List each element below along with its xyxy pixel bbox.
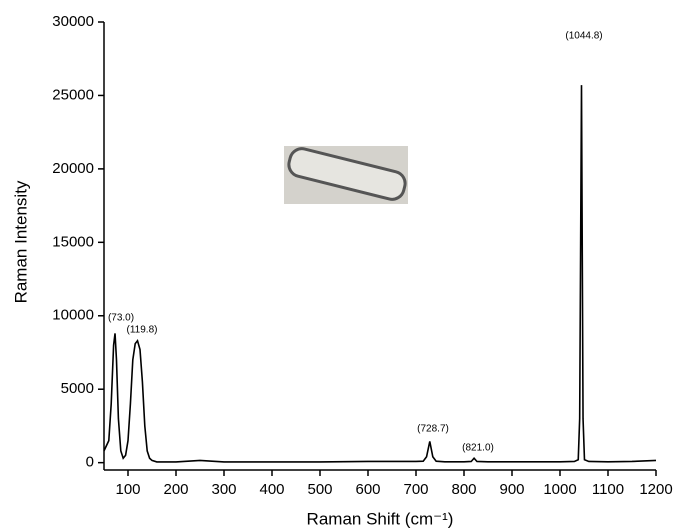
y-tick-label: 15000: [52, 233, 94, 250]
x-tick-label: 1100: [592, 481, 624, 498]
y-axis-label: Raman Intensity: [11, 180, 30, 303]
peak-annotation: (119.8): [127, 325, 158, 336]
x-tick-label: 200: [163, 481, 188, 498]
x-tick-label: 800: [451, 481, 476, 498]
y-tick-label: 0: [86, 454, 94, 471]
x-tick-label: 100: [115, 481, 140, 498]
x-axis-label: Raman Shift (cm⁻¹): [307, 509, 454, 528]
y-tick-label: 25000: [52, 86, 94, 103]
y-tick-label: 10000: [52, 307, 94, 324]
crystal: [287, 147, 407, 201]
x-tick-label: 500: [307, 481, 332, 498]
peak-annotation: (821.0): [462, 443, 494, 454]
spectrum-line: [103, 85, 657, 463]
inset-photo: [284, 146, 408, 204]
peak-annotation: (73.0): [108, 313, 134, 324]
y-tick-label: 30000: [52, 13, 94, 30]
x-tick-label: 900: [499, 481, 524, 498]
x-tick-label: 400: [259, 481, 284, 498]
x-tick-label: 300: [211, 481, 236, 498]
x-tick-label: 1200: [639, 481, 672, 498]
x-tick-label: 600: [355, 481, 380, 498]
x-tick-label: 1000: [543, 481, 576, 498]
y-tick-label: 20000: [52, 160, 94, 177]
x-tick-label: 700: [403, 481, 428, 498]
peak-annotation: (1044.8): [565, 31, 602, 42]
peak-annotation: (728.7): [417, 424, 449, 435]
y-tick-label: 5000: [61, 380, 94, 397]
